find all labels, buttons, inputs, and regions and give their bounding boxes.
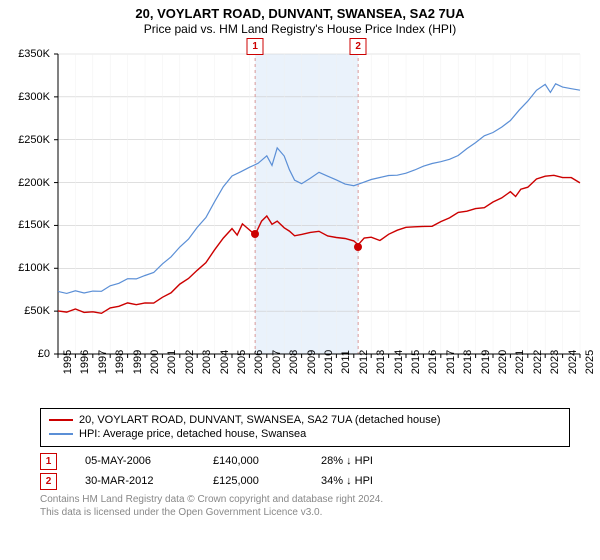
legend-label: HPI: Average price, detached house, Swan… <box>79 427 306 441</box>
legend-swatch <box>49 419 73 421</box>
x-tick-label: 2012 <box>358 350 370 374</box>
sales-table: 1 05-MAY-2006 £140,000 28% ↓ HPI 2 30-MAR-201… <box>40 453 570 490</box>
sale-row-marker: 2 <box>40 473 57 490</box>
x-tick-label: 2018 <box>462 350 474 374</box>
sale-date: 05-MAY-2006 <box>85 455 185 467</box>
x-tick-label: 2009 <box>306 350 318 374</box>
legend-swatch <box>49 433 73 435</box>
legend-label: 20, VOYLART ROAD, DUNVANT, SWANSEA, SA2 … <box>79 413 441 427</box>
x-tick-label: 2025 <box>584 350 596 374</box>
attribution-footer: Contains HM Land Registry data © Crown c… <box>40 493 570 519</box>
x-tick-label: 2011 <box>340 350 352 374</box>
sale-price: £125,000 <box>213 475 293 487</box>
x-tick-label: 1995 <box>62 350 74 374</box>
sale-price: £140,000 <box>213 455 293 467</box>
x-tick-label: 1999 <box>132 350 144 374</box>
sale-dot-2 <box>354 243 362 251</box>
footer-line: This data is licensed under the Open Gov… <box>40 506 570 519</box>
x-tick-label: 2003 <box>201 350 213 374</box>
x-tick-label: 2007 <box>271 350 283 374</box>
x-tick-label: 1998 <box>114 350 126 374</box>
x-tick-label: 2000 <box>149 350 161 374</box>
x-tick-label: 2024 <box>567 350 579 374</box>
x-tick-label: 2008 <box>288 350 300 374</box>
x-tick-label: 2016 <box>427 350 439 374</box>
x-tick-label: 2005 <box>236 350 248 374</box>
y-tick-label: £150K <box>10 219 50 231</box>
sale-row-marker: 1 <box>40 453 57 470</box>
y-tick-label: £350K <box>10 48 50 60</box>
x-tick-label: 2010 <box>323 350 335 374</box>
x-tick-label: 2020 <box>497 350 509 374</box>
sale-dot-1 <box>251 230 259 238</box>
x-tick-label: 2017 <box>445 350 457 374</box>
x-tick-label: 2001 <box>166 350 178 374</box>
y-tick-label: £100K <box>10 262 50 274</box>
x-tick-label: 1997 <box>97 350 109 374</box>
y-tick-label: £300K <box>10 91 50 103</box>
chart-subtitle: Price paid vs. HM Land Registry's House … <box>10 22 590 36</box>
legend-item: 20, VOYLART ROAD, DUNVANT, SWANSEA, SA2 … <box>49 413 561 427</box>
x-tick-label: 2014 <box>393 350 405 374</box>
sale-date: 30-MAR-2012 <box>85 475 185 487</box>
footer-line: Contains HM Land Registry data © Crown c… <box>40 493 570 506</box>
chart-area: £0 £50K £100K £150K £200K £250K £300K £350K 199… <box>10 40 590 402</box>
x-tick-label: 2004 <box>219 350 231 374</box>
sale-marker-2: 2 <box>350 38 367 55</box>
x-tick-label: 2015 <box>410 350 422 374</box>
x-tick-label: 1996 <box>79 350 91 374</box>
x-tick-label: 2006 <box>253 350 265 374</box>
sale-row: 1 05-MAY-2006 £140,000 28% ↓ HPI <box>40 453 570 470</box>
x-tick-label: 2019 <box>480 350 492 374</box>
legend-item: HPI: Average price, detached house, Swan… <box>49 427 561 441</box>
chart-title: 20, VOYLART ROAD, DUNVANT, SWANSEA, SA2 … <box>10 6 590 21</box>
sale-marker-1: 1 <box>247 38 264 55</box>
sale-diff: 34% ↓ HPI <box>321 475 421 487</box>
sale-diff: 28% ↓ HPI <box>321 455 421 467</box>
x-tick-label: 2021 <box>514 350 526 374</box>
legend: 20, VOYLART ROAD, DUNVANT, SWANSEA, SA2 … <box>40 408 570 447</box>
x-tick-label: 2023 <box>549 350 561 374</box>
y-tick-label: £0 <box>10 348 50 360</box>
x-tick-label: 2022 <box>532 350 544 374</box>
y-tick-label: £50K <box>10 305 50 317</box>
x-tick-label: 2002 <box>184 350 196 374</box>
x-tick-label: 2013 <box>375 350 387 374</box>
sale-row: 2 30-MAR-2012 £125,000 34% ↓ HPI <box>40 473 570 490</box>
y-tick-label: £250K <box>10 134 50 146</box>
y-tick-label: £200K <box>10 177 50 189</box>
